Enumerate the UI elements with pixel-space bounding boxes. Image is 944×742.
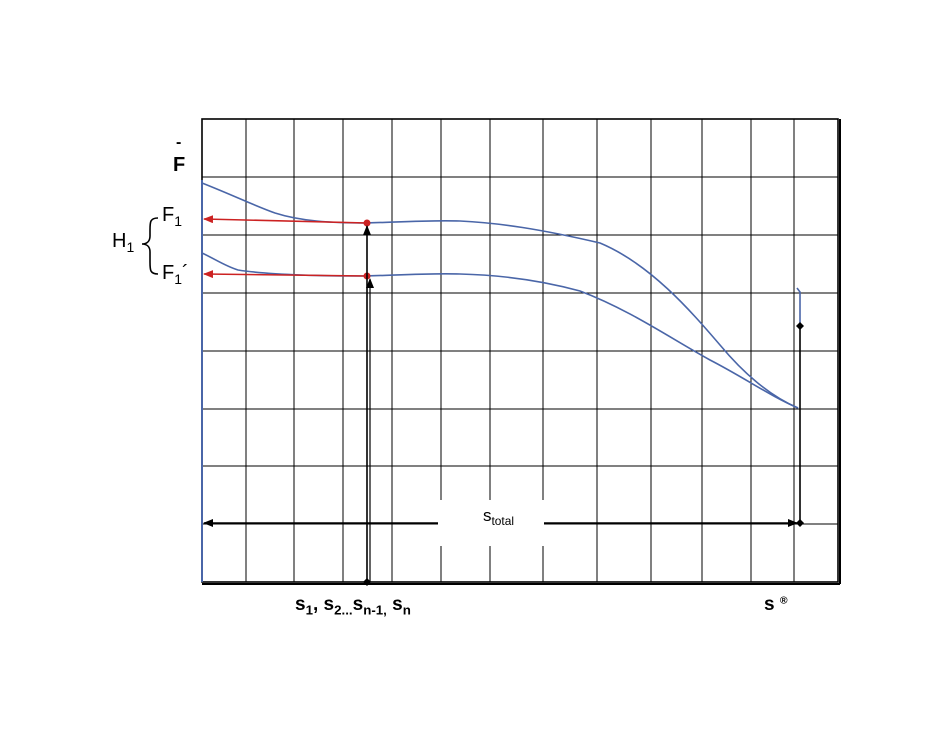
lower-force-curve (201, 252, 799, 409)
range-label: H1 (112, 230, 135, 255)
total-travel-label: stotal (483, 506, 514, 529)
position-labels: s1, s2...sn-1, sn (295, 594, 411, 618)
end-position-top-diamond (796, 322, 804, 330)
range-brace (141, 217, 159, 275)
horizontal-grid-lines (202, 176, 838, 525)
upper-force-curve (201, 182, 799, 409)
force-axis-label: F (173, 154, 186, 176)
arrow-to-upper-force (203, 215, 368, 224)
upper-force-label: F1 (162, 204, 183, 229)
position-marker-diamond (363, 578, 371, 586)
total-travel-label-bg (438, 500, 544, 546)
end-position-label: s ® (764, 594, 788, 615)
end-travel-blue-mark (796, 287, 801, 326)
upper-force-point (363, 219, 371, 227)
force-axis-bar: - (176, 134, 182, 151)
lower-force-label: F1´ (162, 262, 189, 287)
arrow-to-lower-force (203, 270, 368, 279)
